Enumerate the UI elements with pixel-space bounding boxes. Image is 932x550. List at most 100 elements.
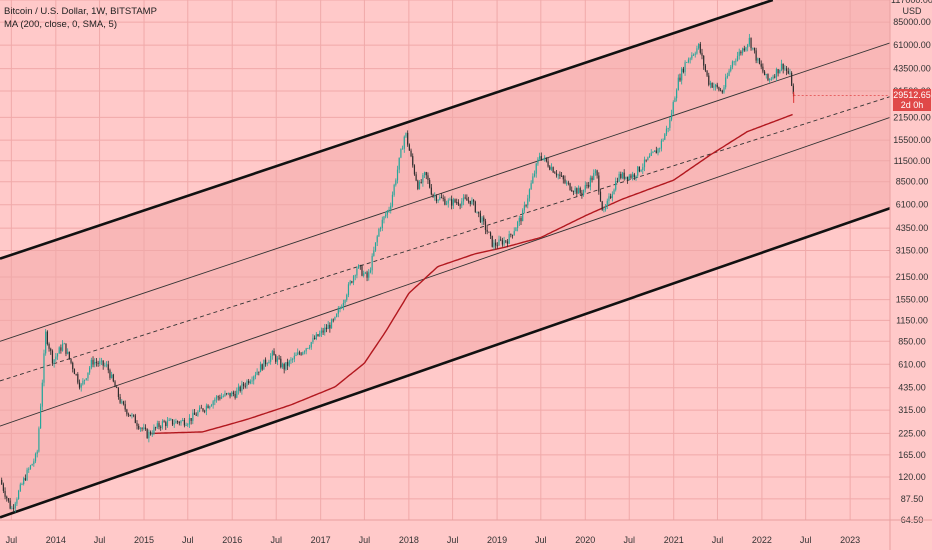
candle-body [95,361,98,363]
candle-body [266,363,268,365]
candle-body [618,173,620,182]
x-tick-label: 2016 [222,535,242,545]
y-tick-label: 1550.00 [896,295,929,305]
x-tick-label: Jul [359,535,371,545]
candle-body [310,342,312,348]
y-tick-label: 8500.00 [896,177,929,187]
candle-body [330,319,333,329]
candle-body [325,327,328,330]
candle-body [48,344,50,349]
candle-body [447,200,449,204]
candle-body [681,68,683,81]
candle-body [454,199,456,203]
candle-body [701,52,703,56]
channel-lines[interactable] [0,0,891,519]
y-tick-label: 1150.00 [896,315,928,325]
candle-body [699,43,701,53]
candle-body [139,428,141,429]
candle-body [655,150,657,154]
candle-body [138,425,140,429]
candle-body [625,176,627,179]
channel-lower-mid-line [0,116,891,427]
candle-body [401,148,404,150]
candle-body [554,172,556,174]
candle-body [371,255,373,271]
candle-body [579,188,581,193]
candle-body [471,199,473,205]
candle-body [457,202,460,205]
candle-body [596,170,598,176]
candle-body [418,181,421,189]
candle-body [484,221,487,230]
candle-body [173,423,175,425]
x-tick-label: 2023 [840,535,860,545]
candle-body [195,414,197,416]
candle-body [388,209,390,211]
candle-body [349,281,351,285]
candle-body [791,72,793,86]
candle-body [166,420,169,427]
candle-body [134,415,136,424]
candle-body [155,427,157,429]
candle-body [302,352,304,355]
ma-indicator-label[interactable]: MA (200, close, 0, SMA, 5) [4,19,117,30]
candle-body [434,195,436,197]
candle-body [741,48,744,54]
candle-body [278,358,280,360]
price-axis[interactable]: 64.5087.50120.00165.00225.00315.00435.00… [889,0,932,550]
y-tick-label: 2150.00 [896,272,929,282]
candle-body [286,362,289,366]
candle-body [691,55,693,59]
candle-body [342,302,344,308]
candle-body [263,359,265,370]
currency-label: USD [902,6,922,16]
candle-body [231,392,233,397]
candle-body [677,77,679,91]
candle-body [363,273,365,276]
candle-body [466,198,468,201]
candle-body [314,337,316,340]
symbol-title[interactable]: Bitcoin / U.S. Dollar, 1W, BITSTAMP [4,6,157,17]
x-tick-label: Jul [800,535,812,545]
candle-body [670,113,673,120]
candle-body [285,362,287,370]
candle-body [626,176,629,180]
candle-body [479,213,482,223]
candle-body [116,387,118,388]
candle-body [574,188,576,192]
candle-body [94,361,96,365]
candle-body [527,198,529,206]
candle-body [496,245,498,247]
candle-body [713,86,715,88]
candle-body [92,359,94,365]
candle-body [659,148,661,150]
candle-body [635,175,637,178]
candle-body [792,85,794,94]
candle-body [604,206,607,210]
candles [1,33,890,513]
candle-body [127,414,130,416]
y-tick-label: 225.00 [898,428,926,438]
candle-body [408,144,410,151]
candle-body [303,351,306,353]
candle-body [787,70,789,74]
candle-body [226,393,228,395]
candle-body [669,119,671,128]
candle-body [390,205,392,210]
candle-body [769,78,771,81]
candle-body [307,348,309,349]
candle-body [562,175,564,180]
candle-body [121,401,123,403]
candle-body [775,69,778,78]
time-axis[interactable]: Jul 2014 Jul 2015 Jul 2016 Jul 2017 Jul 2018 Jul 20… [0,519,932,545]
candle-body [698,43,700,49]
candle-body [706,70,708,76]
candle-body [232,392,235,394]
candle-body [432,194,434,197]
candle-body [528,189,531,199]
candle-body [312,337,314,343]
candle-body [148,431,150,439]
candle-body [241,383,243,391]
candle-body [39,406,42,429]
